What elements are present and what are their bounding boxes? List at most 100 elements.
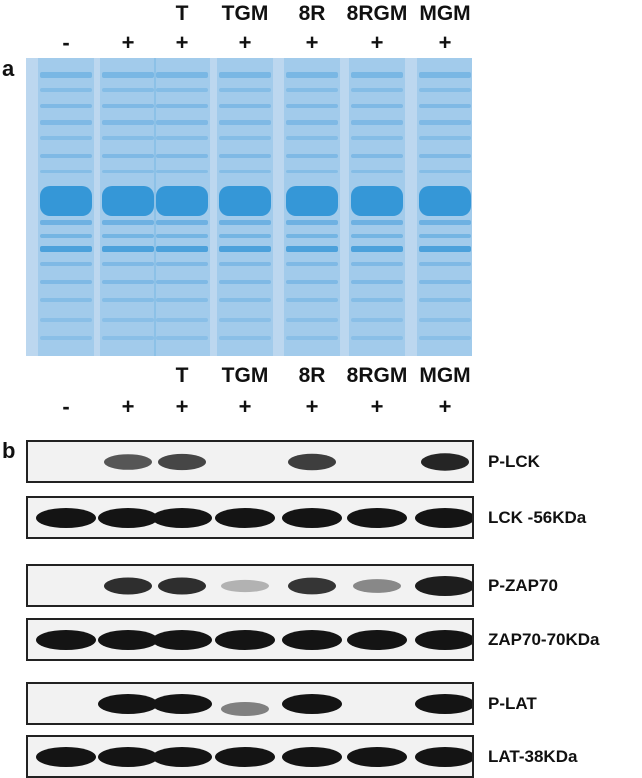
panel-b-lane-sign-5: + xyxy=(370,394,384,419)
gel-band xyxy=(419,170,471,173)
gel-band xyxy=(286,220,338,225)
gel-band xyxy=(419,280,471,284)
blot-band xyxy=(98,630,158,650)
gel-band xyxy=(156,170,208,173)
blot-label-4: P-LAT xyxy=(488,694,537,713)
gel-band xyxy=(102,262,154,266)
blot-band xyxy=(282,630,342,650)
gel-band xyxy=(102,234,154,238)
gel-band xyxy=(351,298,403,302)
gel-band xyxy=(419,104,471,108)
panel-a-lane-label-5: 8RGM xyxy=(346,2,408,25)
panel-b-lane-sign-6: + xyxy=(438,394,452,419)
blot-band xyxy=(98,694,158,714)
gel-band xyxy=(351,104,403,108)
gel-lane-4 xyxy=(284,58,340,356)
blot-band xyxy=(36,747,96,767)
gel-band xyxy=(419,318,471,322)
blot-band xyxy=(215,630,275,650)
gel-band xyxy=(40,262,92,266)
gel-band xyxy=(40,246,92,252)
gel-band xyxy=(286,298,338,302)
blot-label-5: LAT-38KDa xyxy=(488,747,578,766)
gel-band xyxy=(40,136,92,140)
panel-a-lane-sign-6: + xyxy=(438,30,452,55)
gel-band xyxy=(156,298,208,302)
blot-band xyxy=(221,579,269,593)
gel-band xyxy=(156,234,208,238)
blot-strip-2 xyxy=(26,564,474,607)
gel-band xyxy=(419,120,471,125)
gel-band xyxy=(156,246,208,252)
blot-band xyxy=(158,453,206,471)
gel-band xyxy=(219,136,271,140)
blot-band xyxy=(158,577,206,595)
panel-a-lane-sign-1: + xyxy=(121,30,135,55)
panel-b-lane-sign-4: + xyxy=(305,394,319,419)
gel-band xyxy=(419,234,471,238)
gel-band xyxy=(102,72,154,78)
gel-band xyxy=(156,120,208,125)
gel-band xyxy=(286,170,338,173)
gel-band xyxy=(419,220,471,225)
gel-band xyxy=(40,88,92,92)
blot-band xyxy=(215,747,275,767)
gel-band xyxy=(286,318,338,322)
gel-band xyxy=(102,220,154,225)
gel-band xyxy=(351,336,403,340)
gel-band xyxy=(102,136,154,140)
panel-a-lane-sign-3: + xyxy=(238,30,252,55)
gel-band xyxy=(351,136,403,140)
panel-b-lane-label-6: MGM xyxy=(419,364,471,387)
gel-band xyxy=(102,336,154,340)
gel-band xyxy=(286,336,338,340)
gel-band xyxy=(351,170,403,173)
gel-band xyxy=(102,104,154,108)
blot-band xyxy=(152,630,212,650)
panel-a-lane-label-2: T xyxy=(175,2,189,25)
gel-lane-5 xyxy=(349,58,405,356)
blot-band xyxy=(215,508,275,528)
panel-b-lane-sign-0: - xyxy=(62,394,70,419)
gel-band xyxy=(102,246,154,252)
panel-b-lane-label-3: TGM xyxy=(221,364,269,387)
gel-band xyxy=(219,336,271,340)
gel-band xyxy=(102,170,154,173)
gel-band xyxy=(419,262,471,266)
blot-band xyxy=(347,630,407,650)
blot-strip-4 xyxy=(26,682,474,725)
panel-b-lane-sign-1: + xyxy=(121,394,135,419)
gel-band xyxy=(286,246,338,252)
panel-b-lane-label-4: 8R xyxy=(298,364,326,387)
gel-band xyxy=(286,186,338,216)
panel-b-lane-sign-3: + xyxy=(238,394,252,419)
gel-band xyxy=(40,298,92,302)
gel-band xyxy=(40,280,92,284)
gel-band xyxy=(351,262,403,266)
blot-band xyxy=(353,579,401,593)
blot-band xyxy=(421,453,469,471)
gel-band xyxy=(40,186,92,216)
gel-band xyxy=(351,88,403,92)
gel-band xyxy=(156,262,208,266)
blot-band xyxy=(282,508,342,528)
gel-band xyxy=(156,280,208,284)
gel-band xyxy=(419,186,471,216)
gel-band xyxy=(156,72,208,78)
gel-band xyxy=(286,72,338,78)
gel-band xyxy=(102,298,154,302)
gel-band xyxy=(286,262,338,266)
gel-lane-1 xyxy=(100,58,156,356)
blot-band xyxy=(415,508,472,528)
gel-lane-6 xyxy=(417,58,472,356)
gel-band xyxy=(219,234,271,238)
panel-a-lane-sign-2: + xyxy=(175,30,189,55)
blot-band xyxy=(347,747,407,767)
gel-band xyxy=(219,298,271,302)
gel-lane-0 xyxy=(38,58,94,356)
gel-band xyxy=(286,88,338,92)
gel-band xyxy=(219,246,271,252)
gel-image xyxy=(38,58,472,356)
panel-b-lane-label-2: T xyxy=(175,364,189,387)
gel-band xyxy=(40,336,92,340)
